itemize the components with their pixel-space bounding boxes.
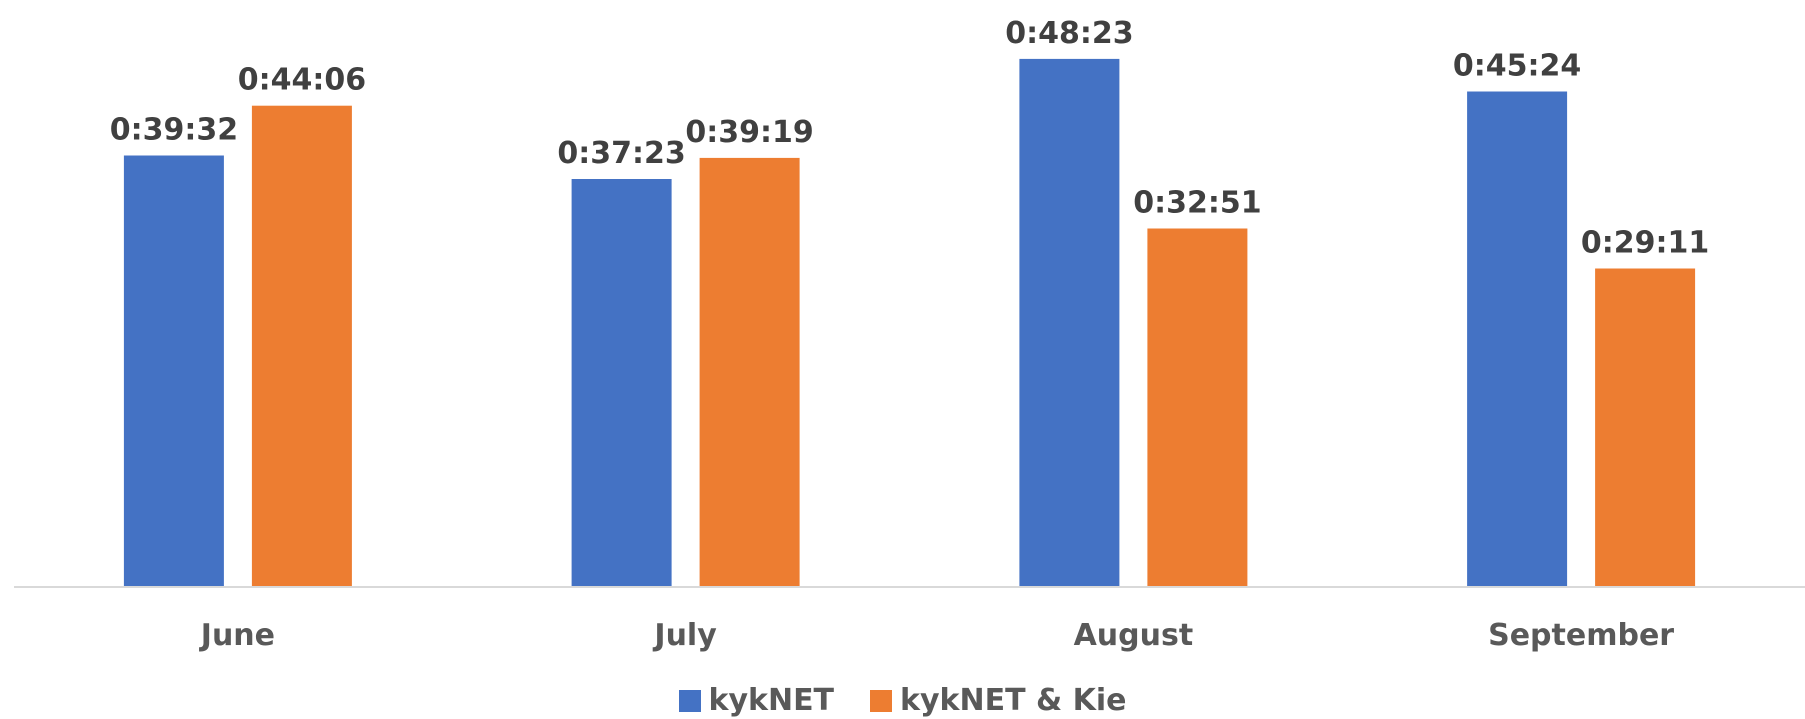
data-label-kyknet-kie-september: 0:29:11 [1581, 226, 1709, 261]
category-label-june: June [199, 618, 275, 653]
legend-label-kyknet-kie: kykNET & Kie [900, 682, 1127, 718]
bar-kyknet-june [123, 155, 224, 587]
bar-kyknet-kie-september [1595, 268, 1696, 587]
legend-item-kyknet-kie: kykNET & Kie [870, 682, 1127, 718]
data-label-kyknet-kie-august: 0:32:51 [1133, 186, 1261, 221]
data-label-kyknet-june: 0:39:32 [110, 113, 238, 148]
data-label-kyknet-september: 0:45:24 [1453, 49, 1581, 84]
legend-swatch-kyknet-kie [870, 689, 893, 712]
legend-swatch-kyknet [678, 689, 701, 712]
data-label-kyknet-august: 0:48:23 [1005, 16, 1133, 51]
legend: kykNET kykNET & Kie [0, 682, 1805, 719]
value-labels-group: 0:39:320:44:06 0:37:230:39:19 0:48:23 0:32:… [110, 16, 1710, 261]
bar-kyknet-kie-august [1147, 228, 1248, 587]
category-label-september: September [1488, 618, 1674, 653]
data-label-kyknet-kie-july: 0:39:19 [685, 115, 813, 150]
bar-kyknet-july [571, 179, 672, 587]
category-label-july: July [652, 618, 717, 653]
category-labels-group: June July August September [199, 618, 1675, 653]
bar-kyknet-kie-june [251, 105, 352, 587]
bar-kyknet-september [1467, 91, 1568, 587]
bars-group [123, 58, 1696, 587]
bar-kyknet-august [1019, 58, 1120, 587]
data-label-kyknet-kie-june: 0:44:06 [238, 63, 366, 98]
bar-kyknet-kie-july [699, 157, 800, 587]
legend-label-kyknet: kykNET [708, 682, 835, 718]
category-label-august: August [1074, 618, 1194, 653]
data-label-kyknet-july: 0:37:23 [557, 136, 685, 171]
legend-item-kyknet: kykNET [678, 682, 835, 718]
